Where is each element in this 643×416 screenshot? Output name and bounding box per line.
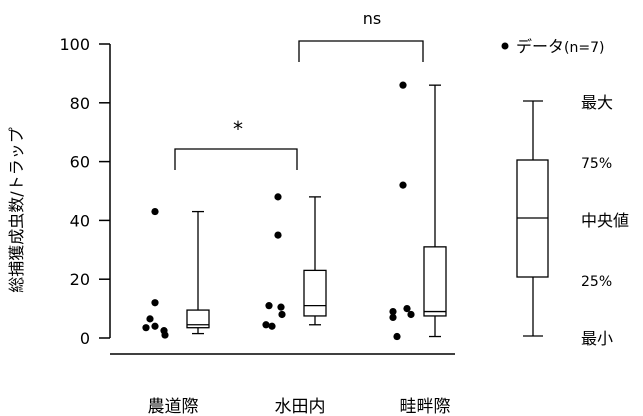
box-iqr [423, 246, 447, 317]
data-point [399, 181, 407, 189]
data-point [262, 321, 270, 329]
y-tick-label: 40 [70, 211, 90, 230]
y-axis-label: 総捕獲成虫数/トラップ [7, 127, 26, 292]
data-point [277, 303, 285, 311]
legend-min-label: 最小 [581, 329, 613, 348]
legend-max-label: 最大 [581, 93, 613, 112]
data-point [407, 310, 415, 319]
significance-bracket-2 [298, 40, 424, 62]
category-label-kehan: 畦畔際 [400, 397, 451, 416]
y-tick-label: 0 [80, 329, 90, 348]
significance-label-2: ns [363, 9, 381, 28]
data-point [403, 305, 411, 313]
legend: データ(n=7) 最大 75% 中央値 25% 最小 [501, 37, 629, 348]
data-point [393, 332, 401, 341]
data-point [265, 302, 273, 310]
data-point [274, 231, 282, 239]
legend-point-marker [501, 42, 509, 50]
category-label-suiden: 水田内 [275, 397, 326, 416]
data-point [151, 299, 159, 307]
data-point [146, 315, 154, 323]
category-label-nodo: 農道際 [148, 397, 199, 416]
data-point [274, 193, 282, 201]
legend-q1-label: 25% [581, 274, 612, 290]
legend-points-label: データ(n=7) [516, 37, 604, 56]
data-point [389, 313, 397, 322]
plot-area [142, 81, 447, 341]
box-iqr [303, 269, 327, 317]
data-point [268, 322, 276, 330]
data-point [151, 207, 159, 216]
data-point [278, 310, 286, 319]
data-point [389, 307, 397, 316]
significance-label-1: * [233, 117, 243, 141]
data-point [161, 331, 169, 339]
data-point [151, 322, 159, 330]
data-point [399, 81, 407, 89]
data-point [142, 324, 150, 332]
y-axis-ticks: 0 20 40 60 80 100 [59, 35, 110, 348]
y-tick-label: 60 [70, 153, 90, 172]
significance-bracket-1 [174, 148, 298, 170]
y-tick-label: 80 [70, 94, 90, 113]
legend-q3-label: 75% [581, 156, 612, 172]
y-tick-label: 100 [59, 35, 90, 54]
y-tick-label: 20 [70, 270, 90, 289]
legend-median-label: 中央値 [581, 211, 629, 230]
